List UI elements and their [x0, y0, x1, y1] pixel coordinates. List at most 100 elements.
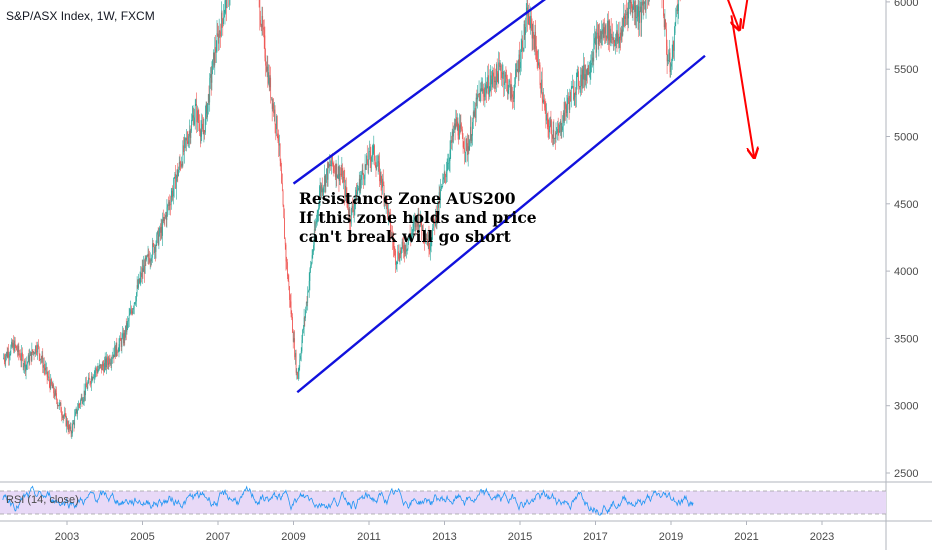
candle-body: [574, 91, 576, 98]
candle-body: [408, 239, 409, 243]
candle-body: [337, 175, 338, 179]
candle-body: [321, 184, 323, 193]
candle-body: [216, 33, 218, 52]
candle-body: [499, 65, 501, 67]
candle-body: [11, 341, 12, 347]
candle-body: [17, 346, 19, 352]
candle-body: [262, 15, 264, 28]
annotation-line-1: Resistance Zone AUS200: [299, 189, 516, 208]
candle-body: [366, 155, 367, 166]
x-tick-label: 2023: [810, 531, 834, 543]
candle-body: [437, 201, 439, 216]
candle-body: [370, 156, 372, 162]
rsi-indicator-label[interactable]: RSI (14, close): [6, 494, 79, 506]
candle-body: [59, 402, 61, 404]
candle-body: [547, 118, 549, 127]
candle-body: [486, 85, 488, 93]
candle-body: [348, 209, 350, 214]
candle-body: [311, 255, 313, 263]
candle-body: [312, 251, 314, 256]
candle-body: [225, 0, 227, 1]
candle-body: [329, 164, 330, 167]
candle-body: [405, 245, 407, 252]
candle-body: [530, 15, 532, 23]
candle-body: [578, 86, 580, 87]
candle-body: [459, 124, 461, 126]
candle-body: [638, 6, 640, 23]
candle-body: [538, 62, 539, 66]
candle-body: [276, 116, 278, 136]
candle-body: [464, 151, 466, 153]
candle-body: [524, 24, 526, 35]
candle-body: [3, 357, 5, 361]
candle-body: [205, 104, 207, 114]
candle-body: [571, 86, 573, 89]
candle-body: [35, 345, 36, 354]
candle-body: [152, 243, 153, 258]
candle-body: [567, 97, 568, 106]
candle-body: [455, 117, 457, 129]
candle-body: [503, 72, 505, 85]
candle-body: [296, 372, 298, 373]
candle-body: [492, 72, 494, 80]
candle-body: [42, 355, 44, 368]
candle-body: [603, 27, 605, 38]
candle-body: [300, 355, 301, 360]
candle-body: [281, 182, 283, 192]
candle-body: [87, 383, 89, 389]
candle-body: [479, 93, 481, 102]
candle-body: [398, 251, 399, 259]
candle-body: [356, 189, 357, 202]
candle-body: [166, 207, 168, 220]
candle-body: [434, 220, 436, 226]
candle-body: [391, 234, 393, 236]
candle-body: [665, 19, 666, 30]
candle-body: [491, 75, 492, 85]
candle-body: [498, 62, 500, 84]
candle-body: [432, 218, 434, 229]
candle-body: [403, 245, 404, 252]
candle-body: [60, 402, 62, 413]
candle-body: [462, 138, 464, 148]
candle-body: [83, 399, 84, 402]
candle-body: [605, 25, 607, 38]
candle-body: [94, 371, 96, 373]
candle-body: [330, 165, 332, 167]
candle-body: [430, 242, 432, 244]
candle-body: [54, 390, 56, 397]
candle-body: [506, 76, 507, 79]
candle-body: [198, 120, 200, 124]
candle-body: [353, 209, 354, 212]
candle-body: [372, 145, 374, 154]
candle-body: [324, 175, 326, 187]
candle-body: [37, 344, 39, 353]
candle-body: [576, 72, 578, 78]
candle-body: [412, 224, 414, 231]
candle-body: [160, 227, 161, 233]
candle-body: [537, 61, 539, 66]
candle-body: [421, 224, 423, 231]
candle-body: [271, 97, 273, 109]
candle-body: [47, 376, 49, 378]
candle-body: [583, 64, 584, 80]
candle-body: [644, 2, 645, 4]
candle-body: [474, 108, 476, 117]
candle-body: [261, 15, 263, 28]
candle-body: [557, 129, 558, 133]
candle-body: [667, 60, 669, 62]
candle-body: [79, 404, 81, 406]
candle-body: [303, 328, 304, 330]
candle-body: [99, 364, 101, 366]
candle-body: [555, 133, 557, 139]
candle-body: [583, 64, 585, 81]
candle-body: [469, 140, 470, 151]
y-tick-label: 3500: [894, 333, 918, 345]
candle-body: [316, 220, 317, 224]
candle-body: [304, 317, 306, 319]
candle-body: [83, 390, 85, 400]
candle-body: [446, 171, 447, 178]
candle-body: [594, 36, 596, 39]
candle-body: [561, 130, 563, 133]
candle-body: [454, 123, 456, 129]
